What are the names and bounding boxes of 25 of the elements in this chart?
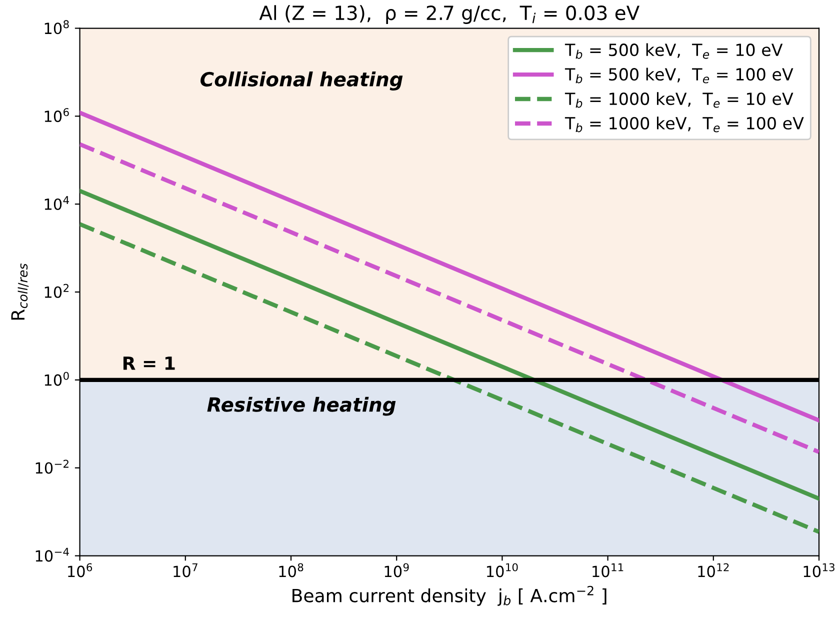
y-tick-label: 10$^{−4}$: [36, 548, 69, 562]
x-axis-title: Beam current density j$_{b}$ [ A.cm$^{−2}$ ]: [292, 586, 606, 606]
x-tick-label: 10$^{12}$: [698, 563, 729, 578]
x-tick-label: 10$^{9}$: [384, 563, 409, 578]
x-tick-label: 10$^{10}$: [486, 563, 518, 578]
legend-label: T$_{b}$ = 1000 keV, T$_{e}$ = 100 eV: [564, 116, 804, 132]
band-label: Collisional heating: [200, 72, 403, 90]
ref-line-label: R = 1: [123, 356, 175, 370]
y-axis-title: R$_{coll/res}$: [11, 263, 29, 320]
y-tick-label: 10$^{−2}$: [36, 460, 68, 474]
y-tick-label: 10$^{0}$: [44, 372, 69, 386]
legend-label: T$_{b}$ = 500 keV, T$_{e}$ = 100 eV: [564, 68, 794, 84]
chart-title: Al (Z = 13), ρ = 2.7 g/cc, T$_{i}$ = 0.03 eV: [259, 5, 640, 24]
x-tick-label: 10$^{7}$: [174, 563, 198, 578]
band-label: Resistive heating: [207, 396, 396, 416]
y-tick-label: 10$^{2}$: [44, 284, 69, 298]
y-tick-label: 10$^{4}$: [44, 196, 69, 210]
y-tick-label: 10$^{6}$: [44, 108, 69, 122]
x-tick-label: 10$^{8}$: [279, 563, 304, 578]
x-tick-label: 10$^{13}$: [804, 563, 834, 578]
legend-label: T$_{b}$ = 500 keV, T$_{e}$ = 10 eV: [564, 43, 783, 59]
x-tick-label: 10$^{11}$: [592, 563, 624, 578]
y-tick-label: 10$^{8}$: [44, 20, 69, 34]
x-tick-label: 10$^{6}$: [68, 563, 92, 578]
legend-label: T$_{b}$ = 1000 keV, T$_{e}$ = 10 eV: [564, 92, 794, 108]
